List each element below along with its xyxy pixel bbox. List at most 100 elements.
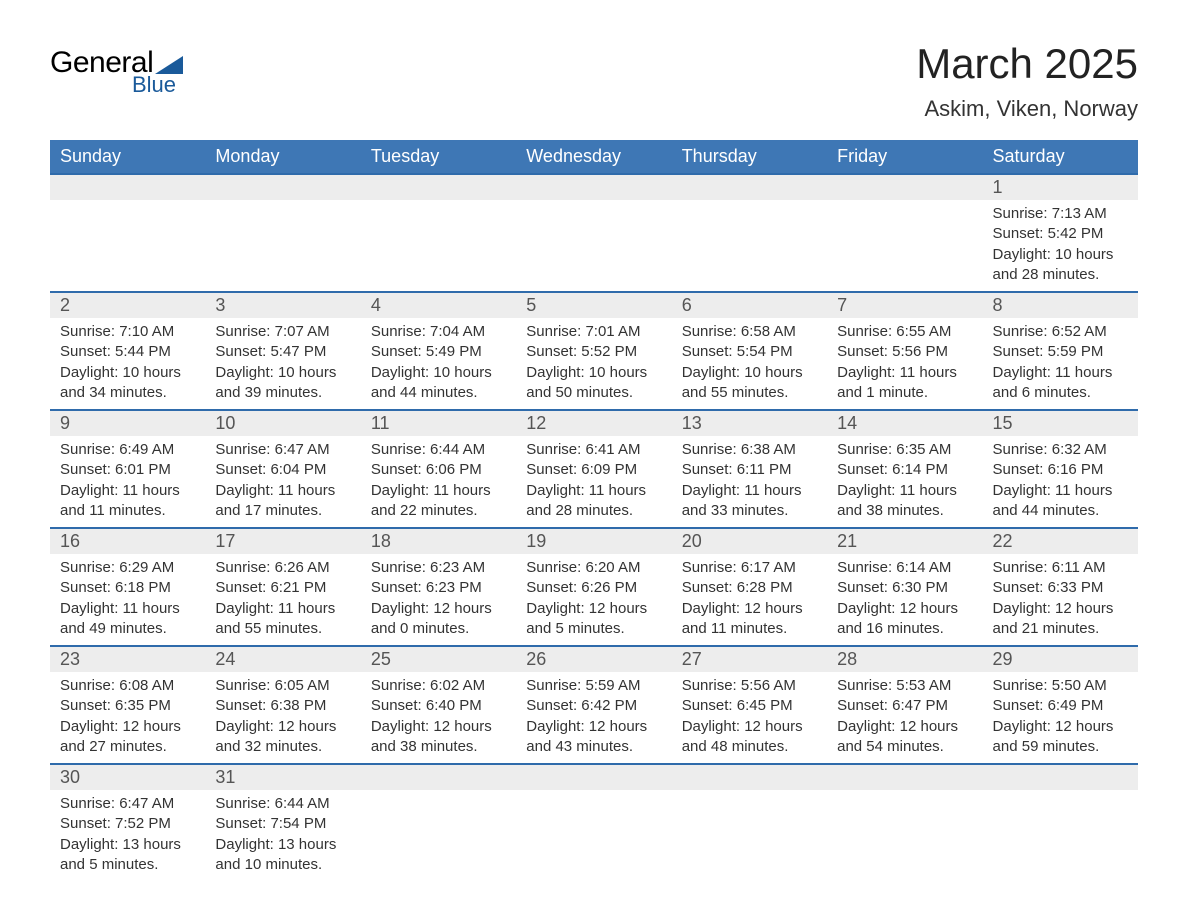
- sunset-line: Sunset: 5:54 PM: [682, 342, 817, 362]
- sunrise-line: Sunrise: 6:02 AM: [371, 676, 506, 696]
- week-detail-row: Sunrise: 6:49 AMSunset: 6:01 PMDaylight:…: [50, 436, 1138, 528]
- header: General Blue March 2025 Askim, Viken, No…: [50, 40, 1138, 122]
- week-daynum-row: 23242526272829: [50, 646, 1138, 672]
- day-detail-cell: [205, 200, 360, 292]
- day-detail-cell: [516, 200, 671, 292]
- daylight-line: Daylight: 11 hours and 11 minutes.: [60, 481, 195, 522]
- day-detail-cell: Sunrise: 7:01 AMSunset: 5:52 PMDaylight:…: [516, 318, 671, 410]
- day-detail-cell: Sunrise: 7:13 AMSunset: 5:42 PMDaylight:…: [983, 200, 1138, 292]
- col-header: Saturday: [983, 140, 1138, 174]
- sunrise-line: Sunrise: 6:20 AM: [526, 558, 661, 578]
- daylight-line: Daylight: 11 hours and 1 minute.: [837, 363, 972, 404]
- week-daynum-row: 3031: [50, 764, 1138, 790]
- sunset-line: Sunset: 6:30 PM: [837, 578, 972, 598]
- sunrise-line: Sunrise: 6:14 AM: [837, 558, 972, 578]
- col-header: Thursday: [672, 140, 827, 174]
- daylight-line: Daylight: 13 hours and 10 minutes.: [215, 835, 350, 876]
- sunrise-line: Sunrise: 6:58 AM: [682, 322, 817, 342]
- sunset-line: Sunset: 5:49 PM: [371, 342, 506, 362]
- day-detail-cell: [983, 790, 1138, 881]
- day-detail-cell: Sunrise: 6:55 AMSunset: 5:56 PMDaylight:…: [827, 318, 982, 410]
- sunset-line: Sunset: 6:28 PM: [682, 578, 817, 598]
- day-detail-cell: [516, 790, 671, 881]
- day-detail-cell: Sunrise: 6:44 AMSunset: 6:06 PMDaylight:…: [361, 436, 516, 528]
- sunrise-line: Sunrise: 6:47 AM: [215, 440, 350, 460]
- day-detail-cell: Sunrise: 6:49 AMSunset: 6:01 PMDaylight:…: [50, 436, 205, 528]
- day-number-cell: 13: [672, 410, 827, 436]
- day-detail-cell: [50, 200, 205, 292]
- day-number-cell: 9: [50, 410, 205, 436]
- day-detail-cell: [361, 200, 516, 292]
- col-header: Tuesday: [361, 140, 516, 174]
- sunset-line: Sunset: 6:06 PM: [371, 460, 506, 480]
- day-number-cell: [516, 764, 671, 790]
- day-number-cell: 23: [50, 646, 205, 672]
- daylight-line: Daylight: 12 hours and 11 minutes.: [682, 599, 817, 640]
- day-detail-cell: Sunrise: 6:32 AMSunset: 6:16 PMDaylight:…: [983, 436, 1138, 528]
- sunrise-line: Sunrise: 6:47 AM: [60, 794, 195, 814]
- day-detail-cell: Sunrise: 6:05 AMSunset: 6:38 PMDaylight:…: [205, 672, 360, 764]
- day-number-cell: 29: [983, 646, 1138, 672]
- daylight-line: Daylight: 12 hours and 5 minutes.: [526, 599, 661, 640]
- day-detail-cell: Sunrise: 6:35 AMSunset: 6:14 PMDaylight:…: [827, 436, 982, 528]
- day-number-cell: 22: [983, 528, 1138, 554]
- day-number-cell: 15: [983, 410, 1138, 436]
- day-number-cell: [672, 764, 827, 790]
- day-detail-cell: [827, 200, 982, 292]
- sunrise-line: Sunrise: 5:59 AM: [526, 676, 661, 696]
- day-detail-cell: Sunrise: 6:17 AMSunset: 6:28 PMDaylight:…: [672, 554, 827, 646]
- daylight-line: Daylight: 11 hours and 49 minutes.: [60, 599, 195, 640]
- sunset-line: Sunset: 5:52 PM: [526, 342, 661, 362]
- sunrise-line: Sunrise: 6:44 AM: [215, 794, 350, 814]
- sunset-line: Sunset: 6:45 PM: [682, 696, 817, 716]
- sunset-line: Sunset: 5:44 PM: [60, 342, 195, 362]
- calendar-table: Sunday Monday Tuesday Wednesday Thursday…: [50, 140, 1138, 881]
- day-detail-cell: Sunrise: 6:58 AMSunset: 5:54 PMDaylight:…: [672, 318, 827, 410]
- sunrise-line: Sunrise: 6:41 AM: [526, 440, 661, 460]
- sunset-line: Sunset: 6:04 PM: [215, 460, 350, 480]
- daylight-line: Daylight: 10 hours and 34 minutes.: [60, 363, 195, 404]
- sunrise-line: Sunrise: 6:26 AM: [215, 558, 350, 578]
- col-header: Monday: [205, 140, 360, 174]
- day-number-cell: [205, 174, 360, 200]
- sunrise-line: Sunrise: 7:01 AM: [526, 322, 661, 342]
- logo-word-2: Blue: [132, 72, 176, 98]
- day-number-cell: [361, 764, 516, 790]
- daylight-line: Daylight: 12 hours and 27 minutes.: [60, 717, 195, 758]
- week-daynum-row: 2345678: [50, 292, 1138, 318]
- sunrise-line: Sunrise: 7:10 AM: [60, 322, 195, 342]
- day-detail-cell: Sunrise: 6:26 AMSunset: 6:21 PMDaylight:…: [205, 554, 360, 646]
- daylight-line: Daylight: 13 hours and 5 minutes.: [60, 835, 195, 876]
- sunrise-line: Sunrise: 6:05 AM: [215, 676, 350, 696]
- day-detail-cell: Sunrise: 6:14 AMSunset: 6:30 PMDaylight:…: [827, 554, 982, 646]
- sunset-line: Sunset: 6:09 PM: [526, 460, 661, 480]
- calendar-header-row: Sunday Monday Tuesday Wednesday Thursday…: [50, 140, 1138, 174]
- sunset-line: Sunset: 6:01 PM: [60, 460, 195, 480]
- day-detail-cell: Sunrise: 5:53 AMSunset: 6:47 PMDaylight:…: [827, 672, 982, 764]
- daylight-line: Daylight: 11 hours and 6 minutes.: [993, 363, 1128, 404]
- day-number-cell: 5: [516, 292, 671, 318]
- day-detail-cell: [361, 790, 516, 881]
- day-number-cell: 25: [361, 646, 516, 672]
- day-number-cell: [361, 174, 516, 200]
- sunrise-line: Sunrise: 6:52 AM: [993, 322, 1128, 342]
- page-title: March 2025: [916, 40, 1138, 88]
- day-number-cell: [516, 174, 671, 200]
- day-number-cell: 30: [50, 764, 205, 790]
- day-number-cell: 20: [672, 528, 827, 554]
- col-header: Wednesday: [516, 140, 671, 174]
- day-detail-cell: Sunrise: 6:23 AMSunset: 6:23 PMDaylight:…: [361, 554, 516, 646]
- daylight-line: Daylight: 12 hours and 32 minutes.: [215, 717, 350, 758]
- daylight-line: Daylight: 11 hours and 55 minutes.: [215, 599, 350, 640]
- day-number-cell: 28: [827, 646, 982, 672]
- daylight-line: Daylight: 10 hours and 55 minutes.: [682, 363, 817, 404]
- sunset-line: Sunset: 6:14 PM: [837, 460, 972, 480]
- sunset-line: Sunset: 7:54 PM: [215, 814, 350, 834]
- week-daynum-row: 16171819202122: [50, 528, 1138, 554]
- sunset-line: Sunset: 6:21 PM: [215, 578, 350, 598]
- day-detail-cell: Sunrise: 6:47 AMSunset: 6:04 PMDaylight:…: [205, 436, 360, 528]
- day-number-cell: 11: [361, 410, 516, 436]
- day-detail-cell: Sunrise: 6:02 AMSunset: 6:40 PMDaylight:…: [361, 672, 516, 764]
- day-detail-cell: Sunrise: 6:52 AMSunset: 5:59 PMDaylight:…: [983, 318, 1138, 410]
- day-detail-cell: Sunrise: 6:11 AMSunset: 6:33 PMDaylight:…: [983, 554, 1138, 646]
